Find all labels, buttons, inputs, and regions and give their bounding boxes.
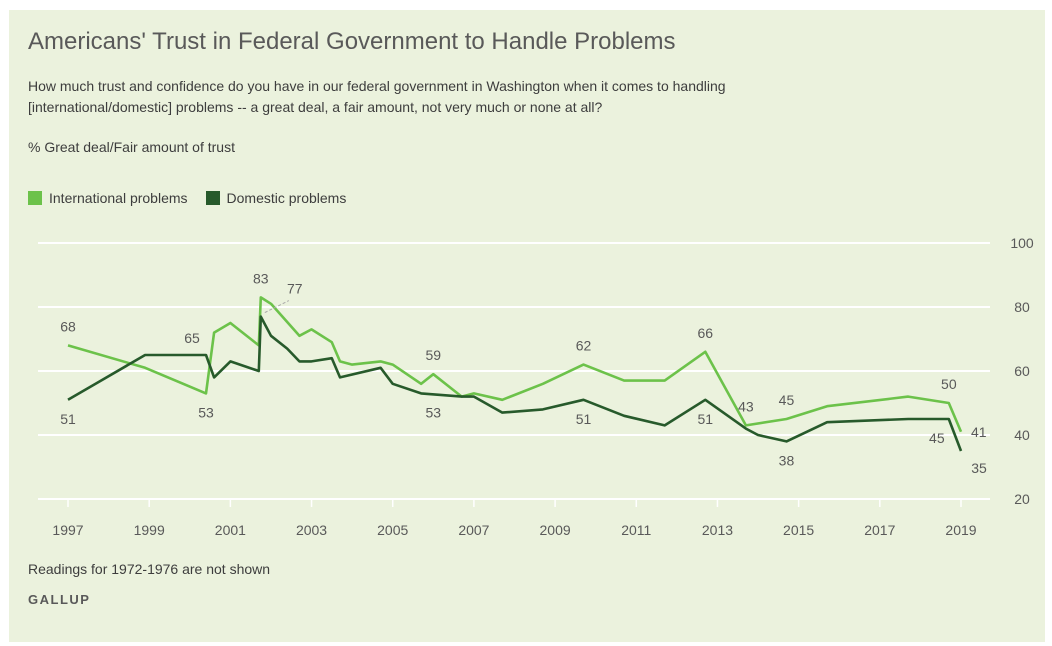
data-label-dom-11: 65: [184, 330, 200, 346]
measure-label: % Great deal/Fair amount of trust: [28, 139, 235, 155]
legend: International problems Domestic problems: [28, 190, 364, 206]
data-label-intl-2: 83: [253, 270, 269, 286]
y-tick-label-80: 80: [1014, 299, 1030, 315]
x-tick-label-2015: 2015: [783, 522, 814, 538]
y-tick-label-40: 40: [1014, 427, 1030, 443]
data-label-dom-16: 38: [779, 452, 795, 468]
legend-label-domestic: Domestic problems: [226, 190, 347, 206]
data-label-intl-0: 68: [60, 318, 76, 334]
y-tick-label-100: 100: [1010, 235, 1034, 251]
series-line-domestic: [67, 315, 963, 452]
data-label-dom-10: 51: [60, 411, 76, 427]
data-label-intl-7: 45: [779, 392, 795, 408]
callout-leader-line: [264, 300, 290, 314]
legend-item-international[interactable]: International problems: [28, 190, 188, 206]
x-tick-label-1997: 1997: [52, 522, 83, 538]
legend-swatch-international: [28, 191, 42, 205]
data-label-intl-9: 41: [971, 424, 987, 440]
source-label: GALLUP: [28, 592, 91, 607]
x-tick-label-2003: 2003: [296, 522, 327, 538]
x-tick-label-2011: 2011: [621, 522, 651, 538]
data-label-intl-8: 50: [941, 376, 957, 392]
x-tick-label-2009: 2009: [540, 522, 571, 538]
x-tick-label-2001: 2001: [215, 522, 246, 538]
data-label-dom-15: 51: [697, 411, 713, 427]
legend-swatch-domestic: [205, 191, 220, 205]
data-label-intl-6: 43: [738, 398, 754, 414]
data-label-intl-1: 53: [198, 404, 214, 420]
data-label-dom-18: 35: [971, 460, 987, 476]
x-tick-label-2013: 2013: [702, 522, 733, 538]
chart-card: [9, 10, 1045, 642]
x-tick-label-2007: 2007: [458, 522, 489, 538]
x-tick-label-1999: 1999: [134, 522, 165, 538]
data-label-dom-13: 53: [426, 404, 442, 420]
x-tick-label-2005: 2005: [377, 522, 408, 538]
data-label-dom-12: 77: [287, 281, 303, 297]
chart-title: Americans' Trust in Federal Government t…: [28, 28, 676, 55]
x-tick-label-2017: 2017: [864, 522, 895, 538]
legend-label-international: International problems: [49, 190, 188, 206]
x-tick-label-2019: 2019: [945, 522, 976, 538]
data-label-intl-3: 59: [426, 347, 442, 363]
chart-subtitle: How much trust and confidence do you hav…: [28, 78, 726, 115]
legend-item-domestic[interactable]: Domestic problems: [205, 190, 347, 206]
data-label-intl-4: 62: [576, 338, 592, 354]
data-label-dom-14: 51: [576, 411, 592, 427]
footnote: Readings for 1972-1976 are not shown: [28, 561, 271, 577]
data-label-intl-5: 66: [697, 325, 713, 341]
y-tick-label-60: 60: [1014, 363, 1030, 379]
y-tick-label-20: 20: [1014, 491, 1030, 507]
data-label-dom-17: 45: [929, 430, 945, 446]
